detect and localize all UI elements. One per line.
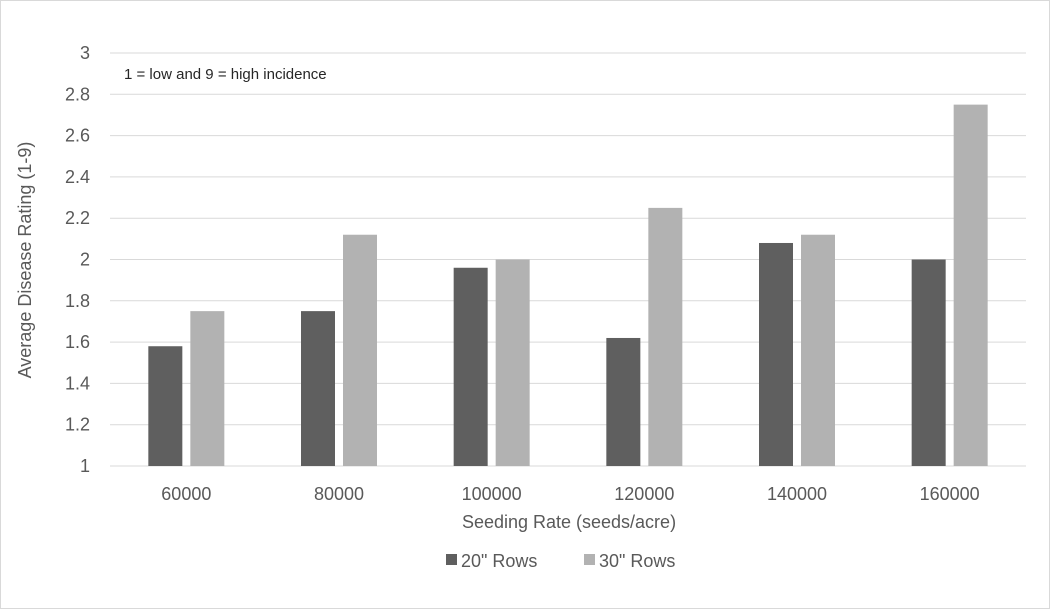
legend-swatch-30-rows	[584, 554, 595, 565]
bar-20-rows-140000	[759, 242, 793, 466]
bar-30-rows-60000	[190, 311, 225, 466]
legend-label-30-rows: 30" Rows	[599, 551, 675, 571]
x-tick-label: 120000	[614, 484, 674, 504]
x-tick-label: 60000	[161, 484, 211, 504]
y-tick-label: 1	[80, 456, 90, 476]
y-tick-label: 1.2	[65, 415, 90, 435]
legend-label-20-rows: 20" Rows	[461, 551, 537, 571]
bar-30-rows-80000	[343, 234, 377, 466]
x-axis-ticks: 60000 80000 100000 120000 140000 160000	[161, 484, 979, 504]
legend-swatch-20-rows	[446, 554, 457, 565]
y-tick-label: 1.6	[65, 332, 90, 352]
y-axis-ticks: 1 1.2 1.4 1.6 1.8 2 2.2 2.4 2.6 2.8 3	[65, 43, 90, 476]
x-tick-label: 100000	[462, 484, 522, 504]
y-tick-label: 2.4	[65, 167, 90, 187]
y-tick-label: 2.8	[65, 84, 90, 104]
x-tick-label: 160000	[920, 484, 980, 504]
y-tick-label: 1.4	[65, 373, 90, 393]
bar-20-rows-100000	[453, 267, 488, 466]
bar-20-rows-160000	[911, 259, 946, 466]
y-tick-label: 1.8	[65, 291, 90, 311]
bar-30-rows-140000	[801, 234, 835, 466]
x-axis-title: Seeding Rate (seeds/acre)	[462, 512, 676, 532]
bar-30-rows-120000	[648, 207, 683, 466]
bar-20-rows-120000	[606, 337, 641, 466]
y-tick-label: 3	[80, 43, 90, 63]
bar-20-rows-80000	[301, 311, 335, 466]
x-tick-label: 80000	[314, 484, 364, 504]
y-tick-label: 2.2	[65, 208, 90, 228]
bar-30-rows-160000	[953, 104, 988, 466]
y-tick-label: 2	[80, 250, 90, 270]
bar-30-rows-100000	[495, 259, 530, 466]
bars	[148, 104, 988, 466]
y-tick-label: 2.6	[65, 126, 90, 146]
x-tick-label: 140000	[767, 484, 827, 504]
bar-20-rows-60000	[148, 346, 183, 466]
gridlines	[110, 52, 1026, 467]
legend: 20" Rows 30" Rows	[446, 551, 675, 571]
y-axis-title: Average Disease Rating (1-9)	[15, 142, 35, 379]
chart-annotation: 1 = low and 9 = high incidence	[124, 66, 327, 83]
